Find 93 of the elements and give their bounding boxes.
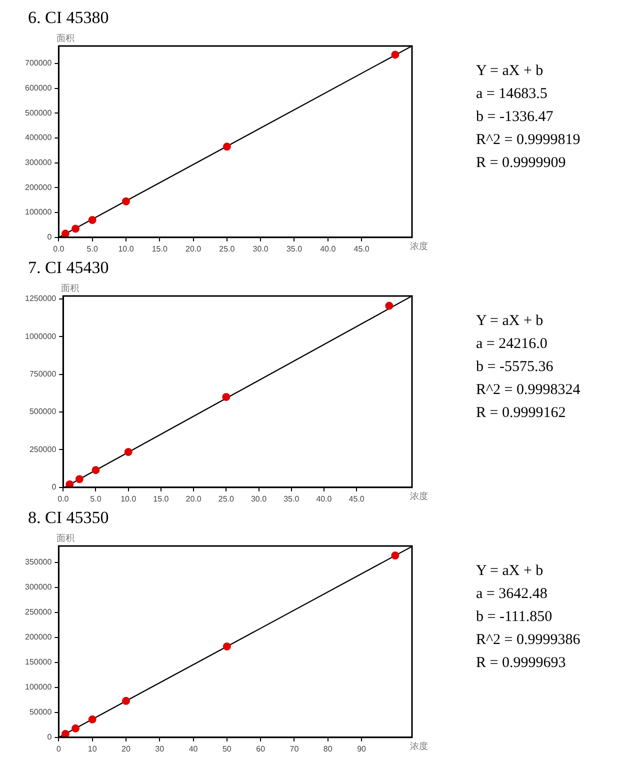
y-tick-label: 500000 [24,108,52,118]
y-tick-label: 700000 [24,58,52,68]
x-tick-label: 30.0 [250,494,268,504]
text: a = 3642.48 [476,585,548,604]
x-tick-label: 20 [122,744,131,754]
point [391,551,400,560]
point [66,480,74,488]
x-tick-label: 0.0 [53,244,65,254]
x-tick-label: 10.0 [120,494,137,504]
y-tick-label: 250000 [24,608,52,617]
point [72,224,80,233]
y-tick-label: 600000 [24,83,52,92]
x-axis-title: 浓度 [410,241,428,252]
y-axis-title: 面积 [56,34,75,44]
point [391,50,400,59]
y-tick-label: 50000 [29,708,52,717]
x-tick-label: 25.0 [218,494,234,504]
point [222,642,231,650]
text: Y = aX + b [476,312,544,331]
y-tick-label: 300000 [24,158,52,168]
x-tick-label: 60 [256,744,266,754]
x-tick-label: 30 [155,744,165,754]
y-tick-label: 300000 [24,582,52,592]
x-tick-label: 45.0 [348,494,365,504]
y-tick-label: 250000 [29,444,57,454]
y-tick-label: 100000 [24,208,52,217]
x-tick-label: 20.0 [186,244,202,254]
y-tick-label: 750000 [29,370,57,379]
point [88,216,96,224]
text: R = 0.9999693 [476,654,567,673]
y-tick-label: 200000 [24,632,52,642]
x-tick-label: 90 [357,744,367,754]
x-tick-label: 70 [290,744,300,754]
x-tick-label: 5.0 [90,494,102,504]
text: b = -111.850 [476,608,554,627]
point [222,392,230,401]
text: R = 0.9999162 [476,404,567,423]
point [88,715,96,724]
point [122,197,130,206]
text: R^2 = 0.9999819 [476,131,580,150]
x-tick-label: 20.0 [186,494,202,504]
y-tick-label: 0 [52,482,57,492]
y-axis-title: 面积 [61,284,80,294]
point [61,230,70,238]
point [124,448,132,456]
y-tick-label: 0 [47,232,52,242]
y-tick-label: 0 [47,732,52,742]
x-tick-label: 25.0 [219,244,236,254]
y-tick-label: 1000000 [24,332,57,341]
point [61,730,70,738]
x-tick-label: 40.0 [316,494,332,504]
point [122,696,130,705]
text: b = -1336.47 [476,108,554,127]
text: Y = aX + b [476,562,544,581]
point [72,724,80,732]
x-tick-label: 30.0 [252,244,269,254]
text: Y = aX + b [476,62,544,81]
y-tick-label: 1250000 [24,294,57,304]
text: R = 0.9999909 [476,154,567,173]
y-tick-label: 350000 [24,558,52,567]
text: R^2 = 0.9999386 [476,631,580,650]
x-tick-label: 35.0 [286,244,303,254]
y-tick-label: 100000 [24,682,52,692]
x-tick-label: 40 [188,744,198,754]
x-tick-label: 40.0 [320,244,336,254]
y-axis-title: 面积 [56,534,75,544]
point [75,475,84,484]
x-tick-label: 10 [88,744,98,754]
text: a = 14683.5 [476,85,548,104]
text: b = -5575.36 [476,358,554,377]
point [385,302,394,310]
x-tick-label: 15.0 [152,244,168,254]
point [222,142,231,151]
text: a = 24216.0 [476,335,548,354]
x-tick-label: 0.0 [58,494,70,504]
chart-title: 6. CI 45380 [28,8,109,28]
y-tick-label: 400000 [24,133,52,142]
chart-title: 8. CI 45350 [28,508,109,528]
point [92,466,100,474]
x-tick-label: 45.0 [354,244,370,254]
text: R^2 = 0.9998324 [476,381,580,400]
x-tick-label: 50 [222,744,232,754]
x-tick-label: 5.0 [86,244,98,254]
y-tick-label: 500000 [29,407,57,416]
x-tick-label: 80 [323,744,333,754]
y-tick-label: 150000 [24,658,52,667]
x-tick-label: 10.0 [118,244,134,254]
x-axis-title: 浓度 [410,491,428,502]
x-tick-label: 35.0 [284,494,300,504]
x-tick-label: 15.0 [153,494,170,504]
x-axis-title: 浓度 [410,741,428,752]
chart-title: 7. CI 45430 [28,258,109,278]
y-tick-label: 200000 [24,182,52,192]
